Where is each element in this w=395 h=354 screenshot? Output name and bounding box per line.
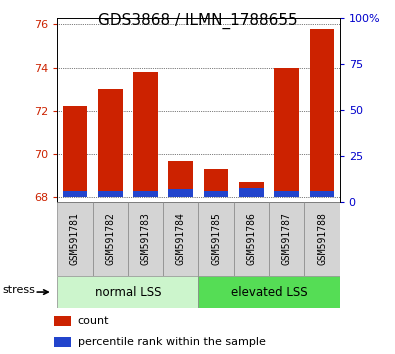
Bar — [199, 202, 234, 276]
Bar — [128, 202, 163, 276]
Bar — [133, 191, 158, 198]
Bar — [169, 189, 193, 198]
Bar — [133, 72, 158, 198]
Text: GSM591788: GSM591788 — [317, 212, 327, 266]
Bar — [239, 188, 264, 198]
Bar — [98, 89, 122, 198]
Text: GSM591786: GSM591786 — [246, 212, 256, 266]
Bar — [239, 182, 264, 198]
Bar — [275, 68, 299, 198]
Bar — [269, 202, 305, 276]
Bar — [57, 202, 92, 276]
Text: GSM591783: GSM591783 — [141, 212, 150, 266]
Bar — [92, 202, 128, 276]
Text: stress: stress — [3, 285, 36, 296]
Text: GDS3868 / ILMN_1788655: GDS3868 / ILMN_1788655 — [98, 12, 297, 29]
Bar — [62, 191, 87, 198]
Text: GSM591787: GSM591787 — [282, 212, 292, 266]
Bar — [163, 202, 198, 276]
Bar — [199, 276, 340, 308]
Text: GSM591785: GSM591785 — [211, 212, 221, 266]
Bar — [204, 169, 228, 198]
Text: normal LSS: normal LSS — [95, 286, 161, 298]
Text: GSM591782: GSM591782 — [105, 212, 115, 266]
Bar — [310, 192, 335, 198]
Bar — [169, 161, 193, 198]
Text: GSM591784: GSM591784 — [176, 212, 186, 266]
Text: GSM591781: GSM591781 — [70, 212, 80, 266]
Text: count: count — [78, 316, 109, 326]
Bar — [275, 191, 299, 198]
Bar — [305, 202, 340, 276]
Bar — [54, 337, 71, 347]
Text: elevated LSS: elevated LSS — [231, 286, 307, 298]
Bar — [234, 202, 269, 276]
Bar — [204, 190, 228, 198]
Bar — [54, 316, 71, 326]
Bar — [98, 190, 122, 198]
Bar — [57, 276, 199, 308]
Bar — [62, 107, 87, 198]
Bar — [310, 29, 335, 198]
Text: percentile rank within the sample: percentile rank within the sample — [78, 337, 266, 347]
